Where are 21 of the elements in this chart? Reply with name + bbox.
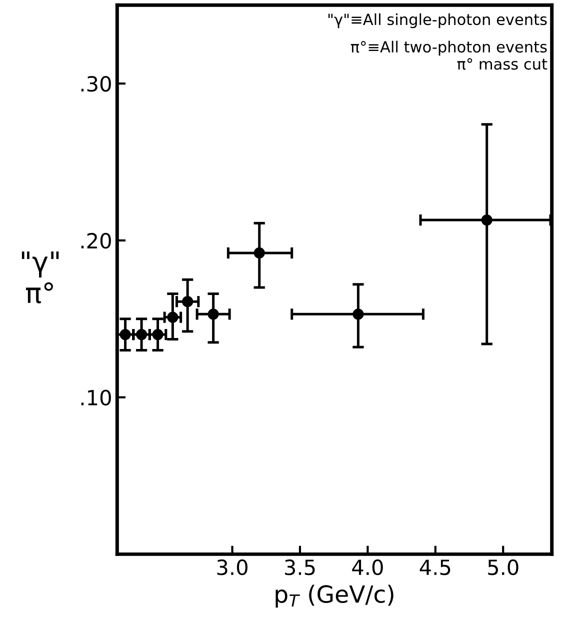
point [352,308,364,320]
x-tick-label: 5.0 [488,559,518,576]
annotation: "γ"≡All single-photon events [328,13,547,28]
x-tick-label: 3.5 [284,559,315,576]
y-axis-title: "γ" π° [22,252,59,304]
point [167,312,178,323]
y-tick-label: .30 [81,76,111,92]
point [481,214,492,226]
x-axis-title: p$_{T}$ (GeV/c) [276,584,394,608]
annotation: π°≡All two-photon events π° mass cut [350,40,548,70]
point [182,296,194,308]
y-tick-label: .20 [81,232,111,249]
point [152,328,164,340]
point [136,328,148,340]
point [208,308,219,320]
y-tick-label: .10 [81,390,111,406]
x-tick-label: 4.0 [352,559,383,576]
x-tick-label: 3.0 [217,559,248,576]
point [120,328,131,340]
x-tick-label: 4.5 [420,560,450,576]
point [254,247,265,259]
